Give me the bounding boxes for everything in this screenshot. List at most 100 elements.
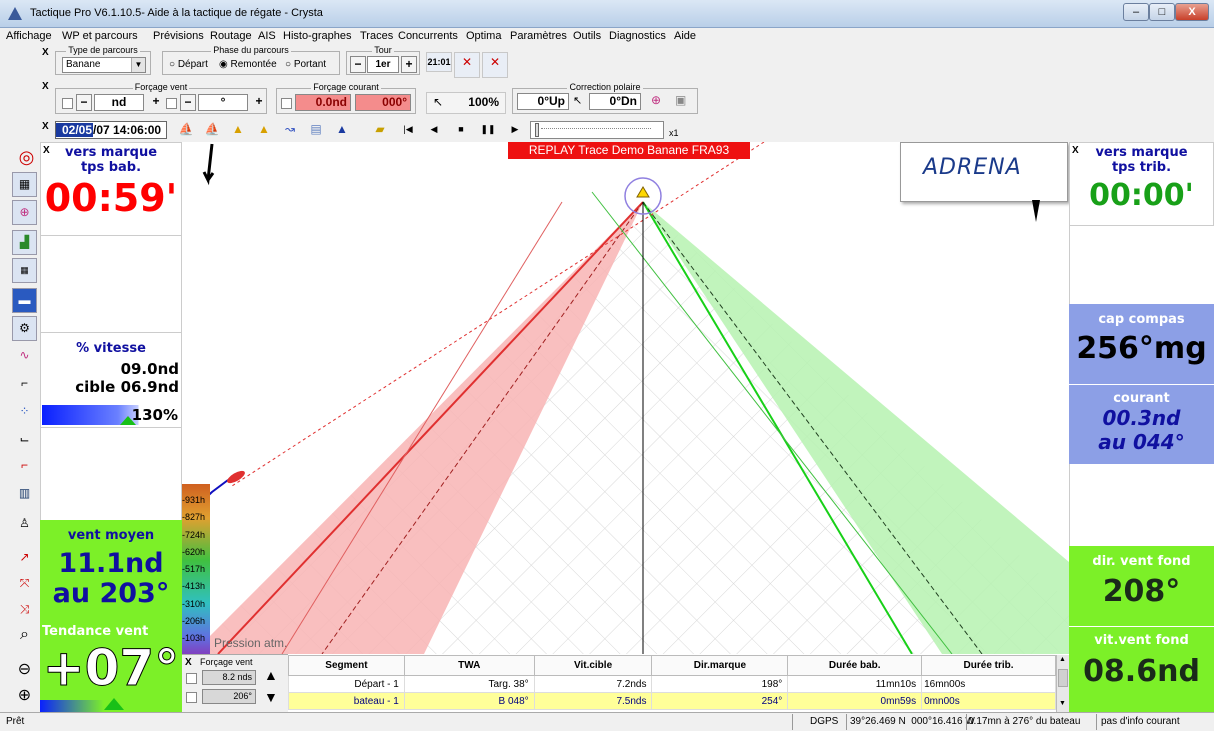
gear-icon[interactable]: ⚙ — [12, 316, 37, 341]
col-vit-cible[interactable]: Vit.cible — [533, 655, 653, 676]
menu-routage[interactable]: Routage — [210, 30, 252, 42]
phase-radio-remontee[interactable]: ◉ Remontée — [219, 59, 277, 70]
arrows-icon[interactable]: ↗ — [19, 550, 30, 564]
segment-icon[interactable]: ⌐ — [20, 376, 28, 390]
curve-icon[interactable]: ∿ — [19, 348, 30, 362]
col-segment[interactable]: Segment — [288, 655, 405, 676]
scroll-up-icon[interactable]: ▲ — [1059, 656, 1066, 663]
menu-outils[interactable]: Outils — [573, 30, 602, 42]
table-row[interactable]: Départ - 1 Targ. 38° 7.2nds 198° 11mn10s… — [288, 675, 1056, 693]
tour-plus-button[interactable]: + — [401, 56, 417, 73]
minimize-button[interactable]: – — [1123, 3, 1149, 21]
toolbar2-close-icon[interactable]: X — [42, 81, 49, 92]
slider-thumb[interactable] — [535, 123, 539, 137]
polar-chart-icon[interactable]: ⊕ — [651, 93, 662, 107]
col-duree-trib[interactable]: Durée trib. — [921, 655, 1056, 676]
zoom-in-icon[interactable]: ⊕ — [17, 687, 32, 704]
vent-field[interactable]: nd — [94, 94, 144, 111]
mark-delete-icon[interactable]: ✕ — [482, 52, 508, 78]
route-icon[interactable]: ↝ — [284, 122, 296, 136]
phase-radio-depart[interactable]: ○ Départ — [169, 59, 208, 70]
replay-speed-slider[interactable] — [530, 121, 664, 139]
table-row[interactable]: bateau - 1 B 048° 7.5nds 254° 0mn59s 0mn… — [288, 692, 1056, 710]
lifebuoy-icon[interactable]: ◎ — [18, 147, 35, 167]
forcage-close-icon[interactable]: X — [185, 657, 192, 668]
polaire-dn-field[interactable]: 0°Dn — [589, 93, 641, 110]
courant-dir-field[interactable]: 000° — [355, 94, 411, 111]
pause-icon[interactable]: ❚❚ — [480, 124, 496, 134]
forcage-speed-checkbox[interactable] — [186, 673, 197, 684]
tour-minus-button[interactable]: − — [350, 56, 366, 73]
rewind-start-icon[interactable]: |◀ — [403, 124, 413, 134]
chevron-down-icon[interactable]: ▼ — [131, 58, 145, 72]
menu-parametres[interactable]: Paramètres — [510, 30, 567, 42]
boat-tack-icon[interactable]: ⛵ — [178, 122, 194, 136]
polaire-up-field[interactable]: 0°Up — [517, 93, 569, 110]
courant-speed-field[interactable]: 0.0nd — [295, 94, 351, 111]
vent-dir-checkbox[interactable] — [166, 98, 177, 109]
zoom-field[interactable]: ↖ 100% — [426, 92, 506, 114]
path-b-icon[interactable]: ⌐ — [20, 458, 28, 472]
right-panel-close-icon[interactable]: X — [1072, 145, 1079, 156]
courant-checkbox[interactable] — [281, 98, 292, 109]
path-a-icon[interactable]: ⌙ — [19, 432, 30, 446]
scroll-thumb[interactable] — [1058, 669, 1068, 687]
play-icon[interactable]: ▶ — [511, 124, 519, 134]
mark-cancel-icon[interactable]: ✕ — [454, 52, 480, 78]
table-scrollbar[interactable]: ▲ ▼ — [1056, 655, 1069, 712]
left-panel-close-icon[interactable]: X — [43, 145, 50, 156]
menu-aide[interactable]: Aide — [674, 30, 697, 42]
converge-icon[interactable]: ⤧ — [19, 576, 30, 590]
mark-down-icon[interactable]: ▲ — [258, 122, 270, 136]
bar-chart-icon[interactable]: ▟ — [12, 230, 37, 255]
menu-ais[interactable]: AIS — [258, 30, 276, 42]
toolbar3-close-icon[interactable]: X — [42, 121, 49, 132]
forcage-dir-field[interactable]: 206° — [202, 689, 256, 704]
menu-concurrents[interactable]: Concurrents — [398, 30, 458, 42]
menu-diagnostics[interactable]: Diagnostics — [609, 30, 666, 42]
vent-minus-button[interactable]: − — [76, 94, 92, 111]
datetime-field[interactable]: 02/05/07 14:06:00 — [55, 121, 167, 139]
vent-dir-plus-button[interactable]: + — [255, 94, 263, 108]
points-icon[interactable]: ⁘ — [19, 404, 30, 418]
buoy-icon[interactable]: ▲ — [336, 122, 348, 136]
col-twa[interactable]: TWA — [403, 655, 535, 676]
arrow-up-icon[interactable]: ▲ — [264, 667, 278, 683]
calculator-icon[interactable]: ▦ — [12, 258, 37, 283]
maximize-button[interactable]: □ — [1149, 3, 1175, 21]
toolbar1-close-icon[interactable]: X — [42, 47, 49, 58]
step-back-icon[interactable]: ◀ — [430, 124, 438, 134]
vent-checkbox[interactable] — [62, 98, 73, 109]
zoom-out-icon[interactable]: ⊖ — [17, 661, 32, 678]
chart-book-icon[interactable]: ▤ — [310, 122, 322, 136]
boat-icon[interactable] — [225, 469, 246, 486]
tour-field[interactable]: 1er — [367, 56, 399, 73]
arrow-down-icon[interactable]: ▼ — [264, 689, 278, 705]
mark-up-icon[interactable]: ▲ — [232, 122, 244, 136]
menu-previsions[interactable]: Prévisions — [153, 30, 204, 42]
menu-wp-parcours[interactable]: WP et parcours — [62, 30, 138, 42]
vent-plus-button[interactable]: + — [152, 94, 160, 108]
open-folder-icon[interactable]: ▰ — [375, 122, 385, 136]
screen-icon[interactable]: ▬ — [12, 288, 37, 313]
save-icon[interactable]: ▣ — [675, 93, 687, 107]
boat-gybe-icon[interactable]: ⛵ — [204, 122, 220, 136]
forcage-dir-checkbox[interactable] — [186, 692, 197, 703]
book-icon[interactable]: ▥ — [18, 486, 31, 500]
polar-icon[interactable]: ⊕ — [12, 200, 37, 225]
menu-traces[interactable]: Traces — [360, 30, 394, 42]
col-dir-marque[interactable]: Dir.marque — [651, 655, 789, 676]
zoom-search-icon[interactable]: ⌕ — [20, 626, 29, 643]
menu-affichage[interactable]: Affichage — [6, 30, 52, 42]
vent-dir-minus-button[interactable]: − — [180, 94, 196, 111]
pin-icon[interactable]: ♙ — [19, 516, 30, 530]
scroll-down-icon[interactable]: ▼ — [1059, 700, 1066, 707]
polaire-icon[interactable]: ↖ — [573, 95, 583, 107]
menu-histo-graphes[interactable]: Histo-graphes — [283, 30, 352, 42]
tactical-chart[interactable]: REPLAY Trace Demo Banane FRA93 ADRENA -9… — [182, 142, 1069, 654]
menu-optima[interactable]: Optima — [466, 30, 502, 42]
parcours-select[interactable]: Banane ▼ — [62, 57, 146, 73]
vent-dir-field[interactable]: ° — [198, 94, 248, 111]
close-button[interactable]: X — [1175, 3, 1209, 21]
windward-mark-icon[interactable] — [636, 186, 650, 198]
